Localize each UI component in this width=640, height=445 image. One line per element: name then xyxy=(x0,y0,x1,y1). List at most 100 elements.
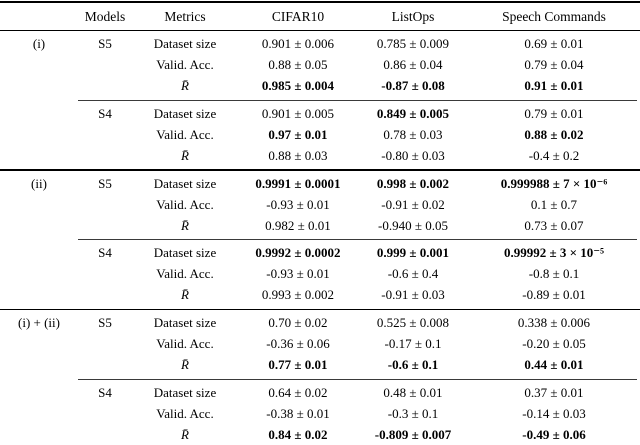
value-cifar10: 0.985 ± 0.004 xyxy=(261,78,335,93)
metric-label: Valid. Acc. xyxy=(156,266,214,281)
model-block: (i) + (ii) S5 Dataset size 0.70 ± 0.02 0.525… xyxy=(0,310,640,379)
header-metrics: Metrics xyxy=(164,8,206,24)
metric-label: R̄ xyxy=(181,78,189,93)
table-row: R̄ 0.985 ± 0.004 -0.87 ± 0.08 0.91 ± 0.01 xyxy=(0,76,640,97)
value-speech-commands: 0.1 ± 0.7 xyxy=(530,196,578,212)
metric-label: R̄ xyxy=(181,217,189,233)
value-listops: 0.849 ± 0.005 xyxy=(376,105,450,121)
table-row: R̄ 0.88 ± 0.03 -0.80 ± 0.03 -0.4 ± 0.2 xyxy=(0,145,640,166)
header-speech-commands: Speech Commands xyxy=(502,8,606,24)
value-cifar10: -0.38 ± 0.01 xyxy=(266,405,330,421)
model-separator-rule xyxy=(78,239,637,240)
table-body: (i) S5 Dataset size 0.901 ± 0.006 0.785 ± 0.… xyxy=(0,31,640,445)
header-listops: ListOps xyxy=(391,8,435,24)
table-row: (ii) S5 Dataset size 0.9991 ± 0.0001 0.998 ±… xyxy=(0,173,640,194)
value-speech-commands: -0.8 ± 0.1 xyxy=(528,266,580,281)
model-label: S4 xyxy=(98,245,112,260)
value-listops: -0.3 ± 0.1 xyxy=(387,405,439,421)
metric-label: R̄ xyxy=(181,426,189,442)
metric-label: Valid. Acc. xyxy=(156,126,214,142)
table-row: S4 Dataset size 0.64 ± 0.02 0.48 ± 0.01 0.37… xyxy=(0,382,640,403)
value-listops: -0.17 ± 0.1 xyxy=(384,336,442,351)
value-listops: -0.6 ± 0.4 xyxy=(387,266,439,281)
model-block: S4 Dataset size 0.64 ± 0.02 0.48 ± 0.01 0.37… xyxy=(0,380,640,445)
metric-label: Dataset size xyxy=(153,315,217,330)
value-listops: 0.785 ± 0.009 xyxy=(376,36,450,51)
value-cifar10: 0.84 ± 0.02 xyxy=(268,426,328,442)
value-listops: -0.87 ± 0.08 xyxy=(381,78,445,93)
value-listops: -0.6 ± 0.1 xyxy=(387,357,439,372)
metric-label: Valid. Acc. xyxy=(156,405,214,421)
value-cifar10: 0.77 ± 0.01 xyxy=(268,357,328,372)
value-listops: 0.525 ± 0.008 xyxy=(376,315,450,330)
header-bottom-rule xyxy=(0,30,640,31)
value-speech-commands: 0.88 ± 0.02 xyxy=(524,126,584,142)
value-speech-commands: 0.37 ± 0.01 xyxy=(524,384,584,400)
model-label: S4 xyxy=(98,105,112,121)
metric-label: Dataset size xyxy=(153,36,217,51)
metric-label: Dataset size xyxy=(153,105,217,121)
metric-label: Dataset size xyxy=(153,245,217,260)
header-models: Models xyxy=(84,8,126,24)
value-cifar10: 0.97 ± 0.01 xyxy=(268,126,328,142)
value-speech-commands: 0.99992 ± 3 × 10⁻⁵ xyxy=(503,245,605,260)
table-row: S4 Dataset size 0.9992 ± 0.0002 0.999 ± 0.0… xyxy=(0,243,640,264)
model-block: S4 Dataset size 0.9992 ± 0.0002 0.999 ± 0.0… xyxy=(0,240,640,309)
metric-label: Valid. Acc. xyxy=(156,336,214,351)
value-listops: 0.86 ± 0.04 xyxy=(383,57,443,72)
value-cifar10: 0.901 ± 0.006 xyxy=(261,36,335,51)
model-block: S4 Dataset size 0.901 ± 0.005 0.849 ± 0.005… xyxy=(0,101,640,170)
model-label: S5 xyxy=(98,36,112,51)
value-cifar10: 0.901 ± 0.005 xyxy=(261,105,335,121)
value-listops: 0.998 ± 0.002 xyxy=(376,175,450,191)
value-speech-commands: -0.4 ± 0.2 xyxy=(528,147,580,163)
metric-label: R̄ xyxy=(181,287,189,302)
table-row: Valid. Acc. -0.93 ± 0.01 -0.91 ± 0.02 0.1 ±… xyxy=(0,194,640,215)
value-cifar10: 0.9992 ± 0.0002 xyxy=(255,245,341,260)
row-group-label: (i) xyxy=(32,36,46,51)
table-row: Valid. Acc. -0.93 ± 0.01 -0.6 ± 0.4 -0.8 ± … xyxy=(0,264,640,285)
model-label: S5 xyxy=(98,315,112,330)
value-listops: -0.91 ± 0.03 xyxy=(381,287,445,302)
metric-label: Dataset size xyxy=(153,384,217,400)
model-block: (ii) S5 Dataset size 0.9991 ± 0.0001 0.998 ±… xyxy=(0,171,640,240)
value-listops: 0.78 ± 0.03 xyxy=(383,126,443,142)
table-row: R̄ 0.993 ± 0.002 -0.91 ± 0.03 -0.89 ± 0.01 xyxy=(0,285,640,306)
metric-label: Valid. Acc. xyxy=(156,196,214,212)
value-speech-commands: 0.338 ± 0.006 xyxy=(517,315,591,330)
value-speech-commands: 0.73 ± 0.07 xyxy=(524,217,584,233)
value-listops: 0.999 ± 0.001 xyxy=(376,245,450,260)
value-listops: -0.91 ± 0.02 xyxy=(381,196,445,212)
metric-label: R̄ xyxy=(181,357,189,372)
value-speech-commands: 0.79 ± 0.01 xyxy=(524,105,584,121)
metric-label: R̄ xyxy=(181,147,189,163)
value-speech-commands: -0.20 ± 0.05 xyxy=(522,336,586,351)
model-block: (i) S5 Dataset size 0.901 ± 0.006 0.785 ± 0.… xyxy=(0,31,640,100)
table-header-row: Models Metrics CIFAR10 ListOps Speech Co… xyxy=(0,3,640,30)
model-label: S4 xyxy=(98,384,112,400)
row-group-label: (i) + (ii) xyxy=(18,315,60,330)
table-row: R̄ 0.77 ± 0.01 -0.6 ± 0.1 0.44 ± 0.01 xyxy=(0,355,640,376)
value-listops: -0.940 ± 0.05 xyxy=(378,217,448,233)
model-label: S5 xyxy=(98,175,112,191)
group-separator-rule xyxy=(0,169,640,171)
value-cifar10: -0.93 ± 0.01 xyxy=(266,196,330,212)
value-cifar10: 0.88 ± 0.03 xyxy=(268,147,328,163)
group-separator-rule xyxy=(0,308,640,310)
table-row: S4 Dataset size 0.901 ± 0.005 0.849 ± 0.005… xyxy=(0,103,640,124)
value-listops: 0.48 ± 0.01 xyxy=(383,384,443,400)
value-cifar10: 0.64 ± 0.02 xyxy=(268,384,328,400)
value-cifar10: 0.88 ± 0.05 xyxy=(268,57,328,72)
value-cifar10: -0.93 ± 0.01 xyxy=(266,266,330,281)
value-speech-commands: -0.14 ± 0.03 xyxy=(522,405,586,421)
value-speech-commands: 0.999988 ± 7 × 10⁻⁶ xyxy=(500,175,608,191)
value-speech-commands: 0.69 ± 0.01 xyxy=(524,36,584,51)
model-separator-rule xyxy=(78,99,637,101)
row-group-label: (ii) xyxy=(31,175,47,191)
value-cifar10: 0.993 ± 0.002 xyxy=(261,287,335,302)
value-speech-commands: -0.89 ± 0.01 xyxy=(522,287,586,302)
value-listops: -0.809 ± 0.007 xyxy=(374,426,452,442)
metric-label: Dataset size xyxy=(153,175,217,191)
model-separator-rule xyxy=(78,378,637,380)
